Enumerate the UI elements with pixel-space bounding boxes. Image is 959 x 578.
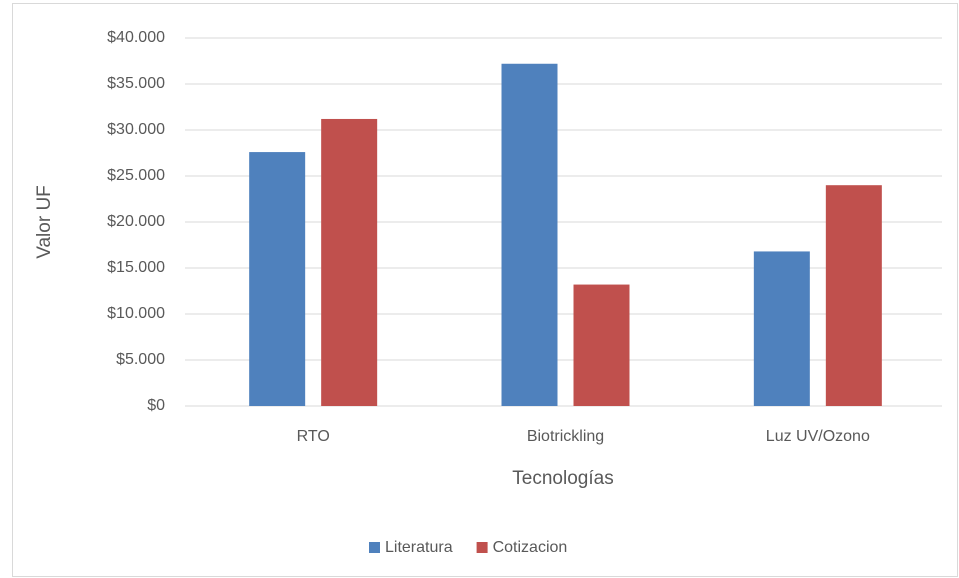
legend-label: Literatura [385,539,453,556]
y-tick-label: $35.000 [107,75,165,92]
bar [249,152,306,406]
x-tick-label: Biotrickling [527,428,604,445]
bar [321,118,378,407]
y-tick-label: $10.000 [107,305,165,322]
x-axis-title: Tecnologías [512,468,613,489]
y-tick-label: $25.000 [107,167,165,184]
legend-label: Cotizacion [493,539,568,556]
y-axis-title: Valor UF [34,185,55,259]
legend-swatch [476,542,488,553]
y-tick-label: $20.000 [107,213,165,230]
y-tick-label: $30.000 [107,121,165,138]
y-tick-label: $40.000 [107,29,165,46]
y-tick-label: $0 [147,397,165,414]
bar [501,63,558,406]
legend-swatch [369,542,380,553]
bar [825,185,882,406]
bar [753,251,810,406]
y-tick-label: $5.000 [116,351,165,368]
y-tick-label: $15.000 [107,259,165,276]
bar [573,284,630,406]
x-tick-label: Luz UV/Ozono [766,428,870,445]
x-tick-label: RTO [297,428,330,445]
